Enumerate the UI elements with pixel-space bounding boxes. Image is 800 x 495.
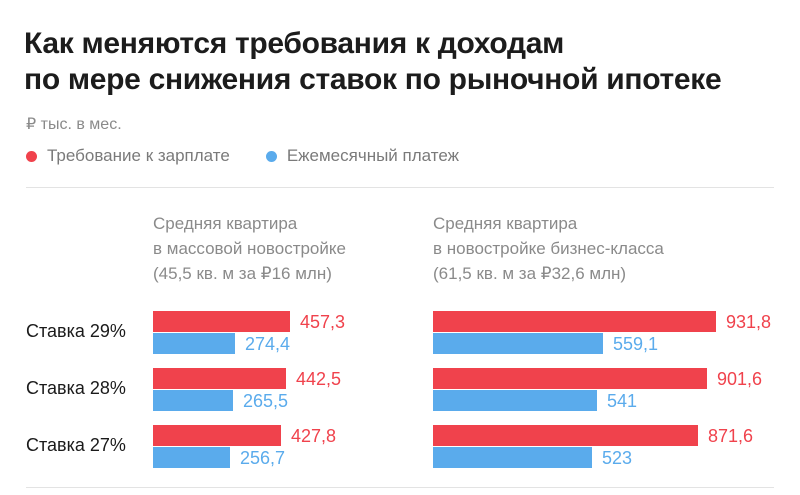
bar-business-salary-1: [433, 368, 707, 389]
panel-header-mass: Средняя квартира в массовой новостройке …: [153, 211, 433, 286]
value-label-business-payment-0: 559,1: [613, 334, 659, 354]
value-label-mass-salary-1: 442,5: [296, 369, 342, 389]
bar-mass-payment-0: [153, 333, 235, 354]
row-label-rate-28: Ставка 28%: [26, 378, 126, 398]
value-label-mass-payment-0: 274,4: [245, 334, 291, 354]
legend-item-payment: Ежемесячный платеж: [265, 146, 459, 166]
row-label-rate-27: Ставка 27%: [26, 435, 126, 455]
panel-header-mass-line-1: Средняя квартира: [153, 214, 298, 233]
bar-mass-salary-0: [153, 311, 290, 332]
panel-header-business-line-3: (61,5 кв. м за ₽32,6 млн): [433, 264, 627, 283]
legend-item-salary: Требование к зарплате: [26, 146, 230, 166]
value-label-mass-salary-2: 427,8: [291, 426, 337, 446]
value-label-business-salary-1: 901,6: [717, 369, 763, 389]
row-label-rate-29: Ставка 29%: [26, 321, 126, 341]
value-label-business-payment-1: 541: [607, 391, 638, 411]
panel-header-business-line-1: Средняя квартира: [433, 214, 578, 233]
chart-title: Как меняются требования к доходам по мер…: [24, 26, 784, 98]
bar-business-salary-2: [433, 425, 698, 446]
value-label-business-payment-2: 523: [602, 448, 633, 468]
bottom-divider: [26, 487, 774, 488]
bar-mass-salary-1: [153, 368, 286, 389]
bar-business-payment-1: [433, 390, 597, 411]
unit-label: ₽ тыс. в мес.: [26, 116, 122, 133]
bar-business-salary-0: [433, 311, 716, 332]
top-divider: [26, 187, 774, 188]
legend-dot-payment: [265, 150, 277, 162]
value-label-mass-payment-2: 256,7: [240, 448, 286, 468]
chart-title-line-1: Как меняются требования к доходам: [24, 27, 565, 60]
panel-header-mass-line-2: в массовой новостройке: [153, 239, 346, 258]
panel-header-business: Средняя квартира в новостройке бизнес-кл…: [433, 211, 713, 286]
bar-mass-salary-2: [153, 425, 281, 446]
bar-business-payment-2: [433, 447, 592, 468]
legend-label-payment: Ежемесячный платеж: [286, 146, 459, 165]
legend-label-salary: Требование к зарплате: [47, 146, 230, 165]
legend: Требование к зарплате Ежемесячный платеж: [26, 146, 495, 166]
value-label-business-salary-0: 931,8: [726, 312, 772, 332]
bar-mass-payment-1: [153, 390, 233, 411]
chart-title-line-2: по мере снижения ставок по рыночной ипот…: [24, 63, 722, 96]
value-label-mass-salary-0: 457,3: [300, 312, 346, 332]
value-label-business-salary-2: 871,6: [708, 426, 754, 446]
bar-business-payment-0: [433, 333, 603, 354]
legend-dot-salary: [26, 150, 37, 162]
panel-header-business-line-2: в новостройке бизнес-класса: [433, 239, 664, 258]
bar-mass-payment-2: [153, 447, 230, 468]
value-label-mass-payment-1: 265,5: [243, 391, 289, 411]
panel-header-mass-line-3: (45,5 кв. м за ₽16 млн): [153, 264, 332, 283]
